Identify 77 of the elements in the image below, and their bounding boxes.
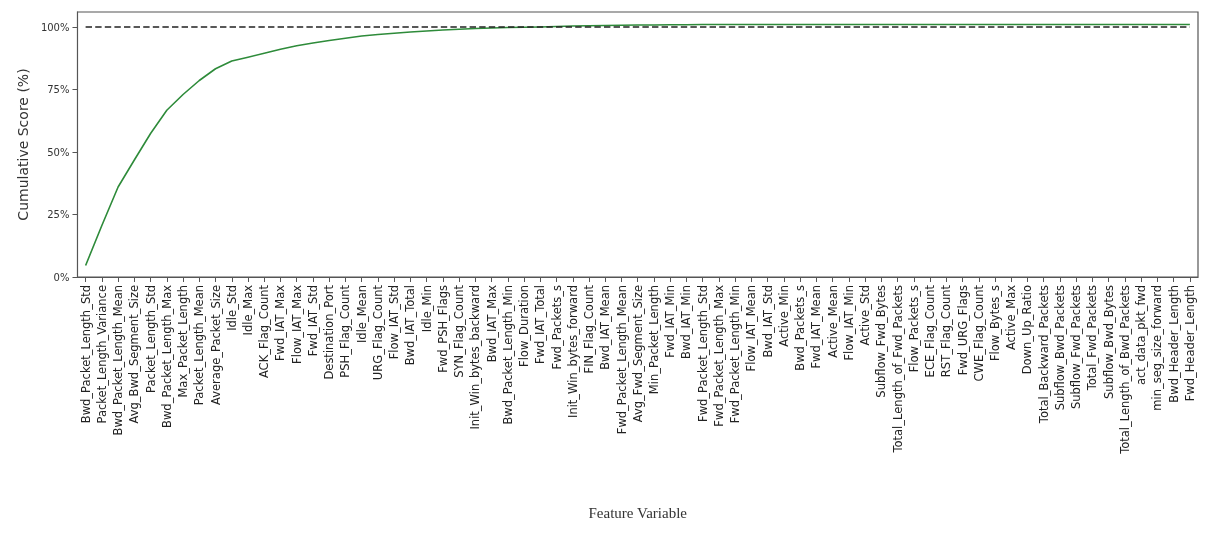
x-tick-label: Fwd_IAT_Min [663,285,678,358]
x-tick-label: Init_Win_bytes_forward [565,285,580,419]
y-axis-title: Cumulative Score (%) [15,68,31,221]
x-tick-label: Fwd_URG_Flags [955,285,970,376]
x-tick-label: Active_Min [776,285,791,347]
x-tick-label: Fwd_Packet_Length_Mean [614,285,629,435]
x-tick-label: Fwd_IAT_Mean [809,285,824,369]
x-tick-label: Average_Packet_Size [208,285,223,405]
x-tick-label: Total_Length_of_Fwd_Packets [890,285,905,454]
x-tick-label: Bwd_Packets_s [793,284,808,371]
x-tick-label: Flow_IAT_Max [289,284,304,364]
x-tick-label: Active_Mean [825,285,840,358]
x-tick-label: Fwd_IAT_Max [273,284,288,361]
x-tick-label: min_seg_size_forward [1150,285,1165,411]
x-tick-label: Idle_Std [224,285,239,331]
x-tick-label: Packet_Length_Std [143,285,158,393]
x-tick-label: Idle_Min [419,285,434,333]
x-tick-label: Total_Length_of_Bwd_Packets [1117,285,1132,455]
x-tick-label: Bwd_Packet_Length_Max [159,284,174,428]
x-tick-label: Flow_Duration [517,285,532,367]
x-tick-label: Fwd_Header_Length [1182,285,1197,402]
x-tick-label: Fwd_Packet_Length_Std [695,285,710,422]
x-tick-label: Max_Packet_Length [176,285,191,398]
x-tick-label: Bwd_IAT_Min [679,285,694,359]
x-tick-label: act_data_pkt_fwd [1134,285,1149,386]
x-axis-title: Feature Variable [588,504,688,521]
y-tick-label: 50% [47,146,70,158]
x-tick-label: Fwd_IAT_Std [305,285,320,357]
x-tick-label: Active_Std [858,285,873,346]
x-tick-label: Bwd_Packet_Length_Min [500,285,515,425]
y-tick-label: 0% [53,271,70,283]
x-tick-label: Bwd_IAT_Total [403,285,418,366]
x-tick-label: Flow_Bytes_s [988,284,1003,362]
x-tick-label: ACK_Flag_Count [257,284,272,379]
x-tick-label: Avg_Bwd_Segment_Size [127,285,142,424]
x-tick-label: Flow_Packets_s [906,284,921,373]
x-tick-label: ECE_Flag_Count [923,284,938,378]
y-tick-label: 100% [40,21,70,33]
x-tick-label: Bwd_IAT_Mean [598,285,613,370]
x-tick-label: FIN_Flag_Count [582,284,597,374]
x-tick-label: Down_Up_Ratio [1020,285,1035,375]
x-tick-label: Packet_Length_Variance [94,285,109,424]
x-tick-label: Active_Max [1004,284,1019,351]
x-tick-label: RST_Flag_Count [939,284,954,378]
x-tick-label: Fwd_Packet_Length_Max [711,284,726,427]
x-tick-label: Subflow_Bwd_Bytes [1101,285,1116,399]
x-tick-label: PSH_Flag_Count [338,284,353,378]
y-tick-label: 25% [47,209,70,220]
x-tick-label: Min_Packet_Length [646,285,661,395]
x-tick-label: Fwd_IAT_Total [533,285,548,365]
x-tick-label: Subflow_Fwd_Bytes [874,285,889,398]
x-tick-label: Packet_Length_Mean [192,285,207,406]
y-tick-label: 75% [47,84,70,95]
x-tick-label: Idle_Mean [354,285,369,344]
x-tick-label: Fwd_PSH_Flags [435,285,450,373]
x-tick-label: Subflow_Fwd_Packets [1069,285,1084,410]
x-tick-label: URG_Flag_Count [370,284,385,381]
x-tick-label: Total_Backward_Packets [1036,284,1051,425]
x-tick-label: Bwd_Packet_Length_Std [78,285,93,424]
x-tick-label: Bwd_IAT_Max [484,284,499,363]
x-tick-label: Avg_Fwd_Segment_Size [630,285,645,423]
x-tick-label: Flow_IAT_Std [387,285,402,360]
x-tick-label: Idle_Max [241,284,255,336]
x-tick-label: Bwd_IAT_Std [760,285,775,358]
x-tick-label: Init_Win_bytes_backward [468,285,483,430]
x-tick-label: Flow_IAT_Min [841,285,856,361]
x-tick-label: Bwd_Header_Length [1166,285,1181,403]
line-series [84,23,1191,267]
x-tick-label: Flow_IAT_Mean [744,285,759,372]
x-tick-label: Subflow_Bwd_Packets [1052,285,1067,411]
x-tick-label: CWE_Flag_Count [971,284,986,382]
x-tick-label: Total_Fwd_Packets [1085,285,1100,392]
x-tick-label: Bwd_Packet_Length_Mean [111,285,126,436]
x-tick-label: Destination_Port [322,284,337,380]
x-tick-label: Fwd_Packet_Length_Min [728,285,743,424]
x-tick-label: Fwd_Packets_s [549,285,564,370]
x-tick-label: SYN_Flag_Count [452,284,467,378]
